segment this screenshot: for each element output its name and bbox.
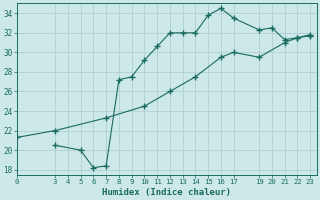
X-axis label: Humidex (Indice chaleur): Humidex (Indice chaleur) [102,188,231,197]
